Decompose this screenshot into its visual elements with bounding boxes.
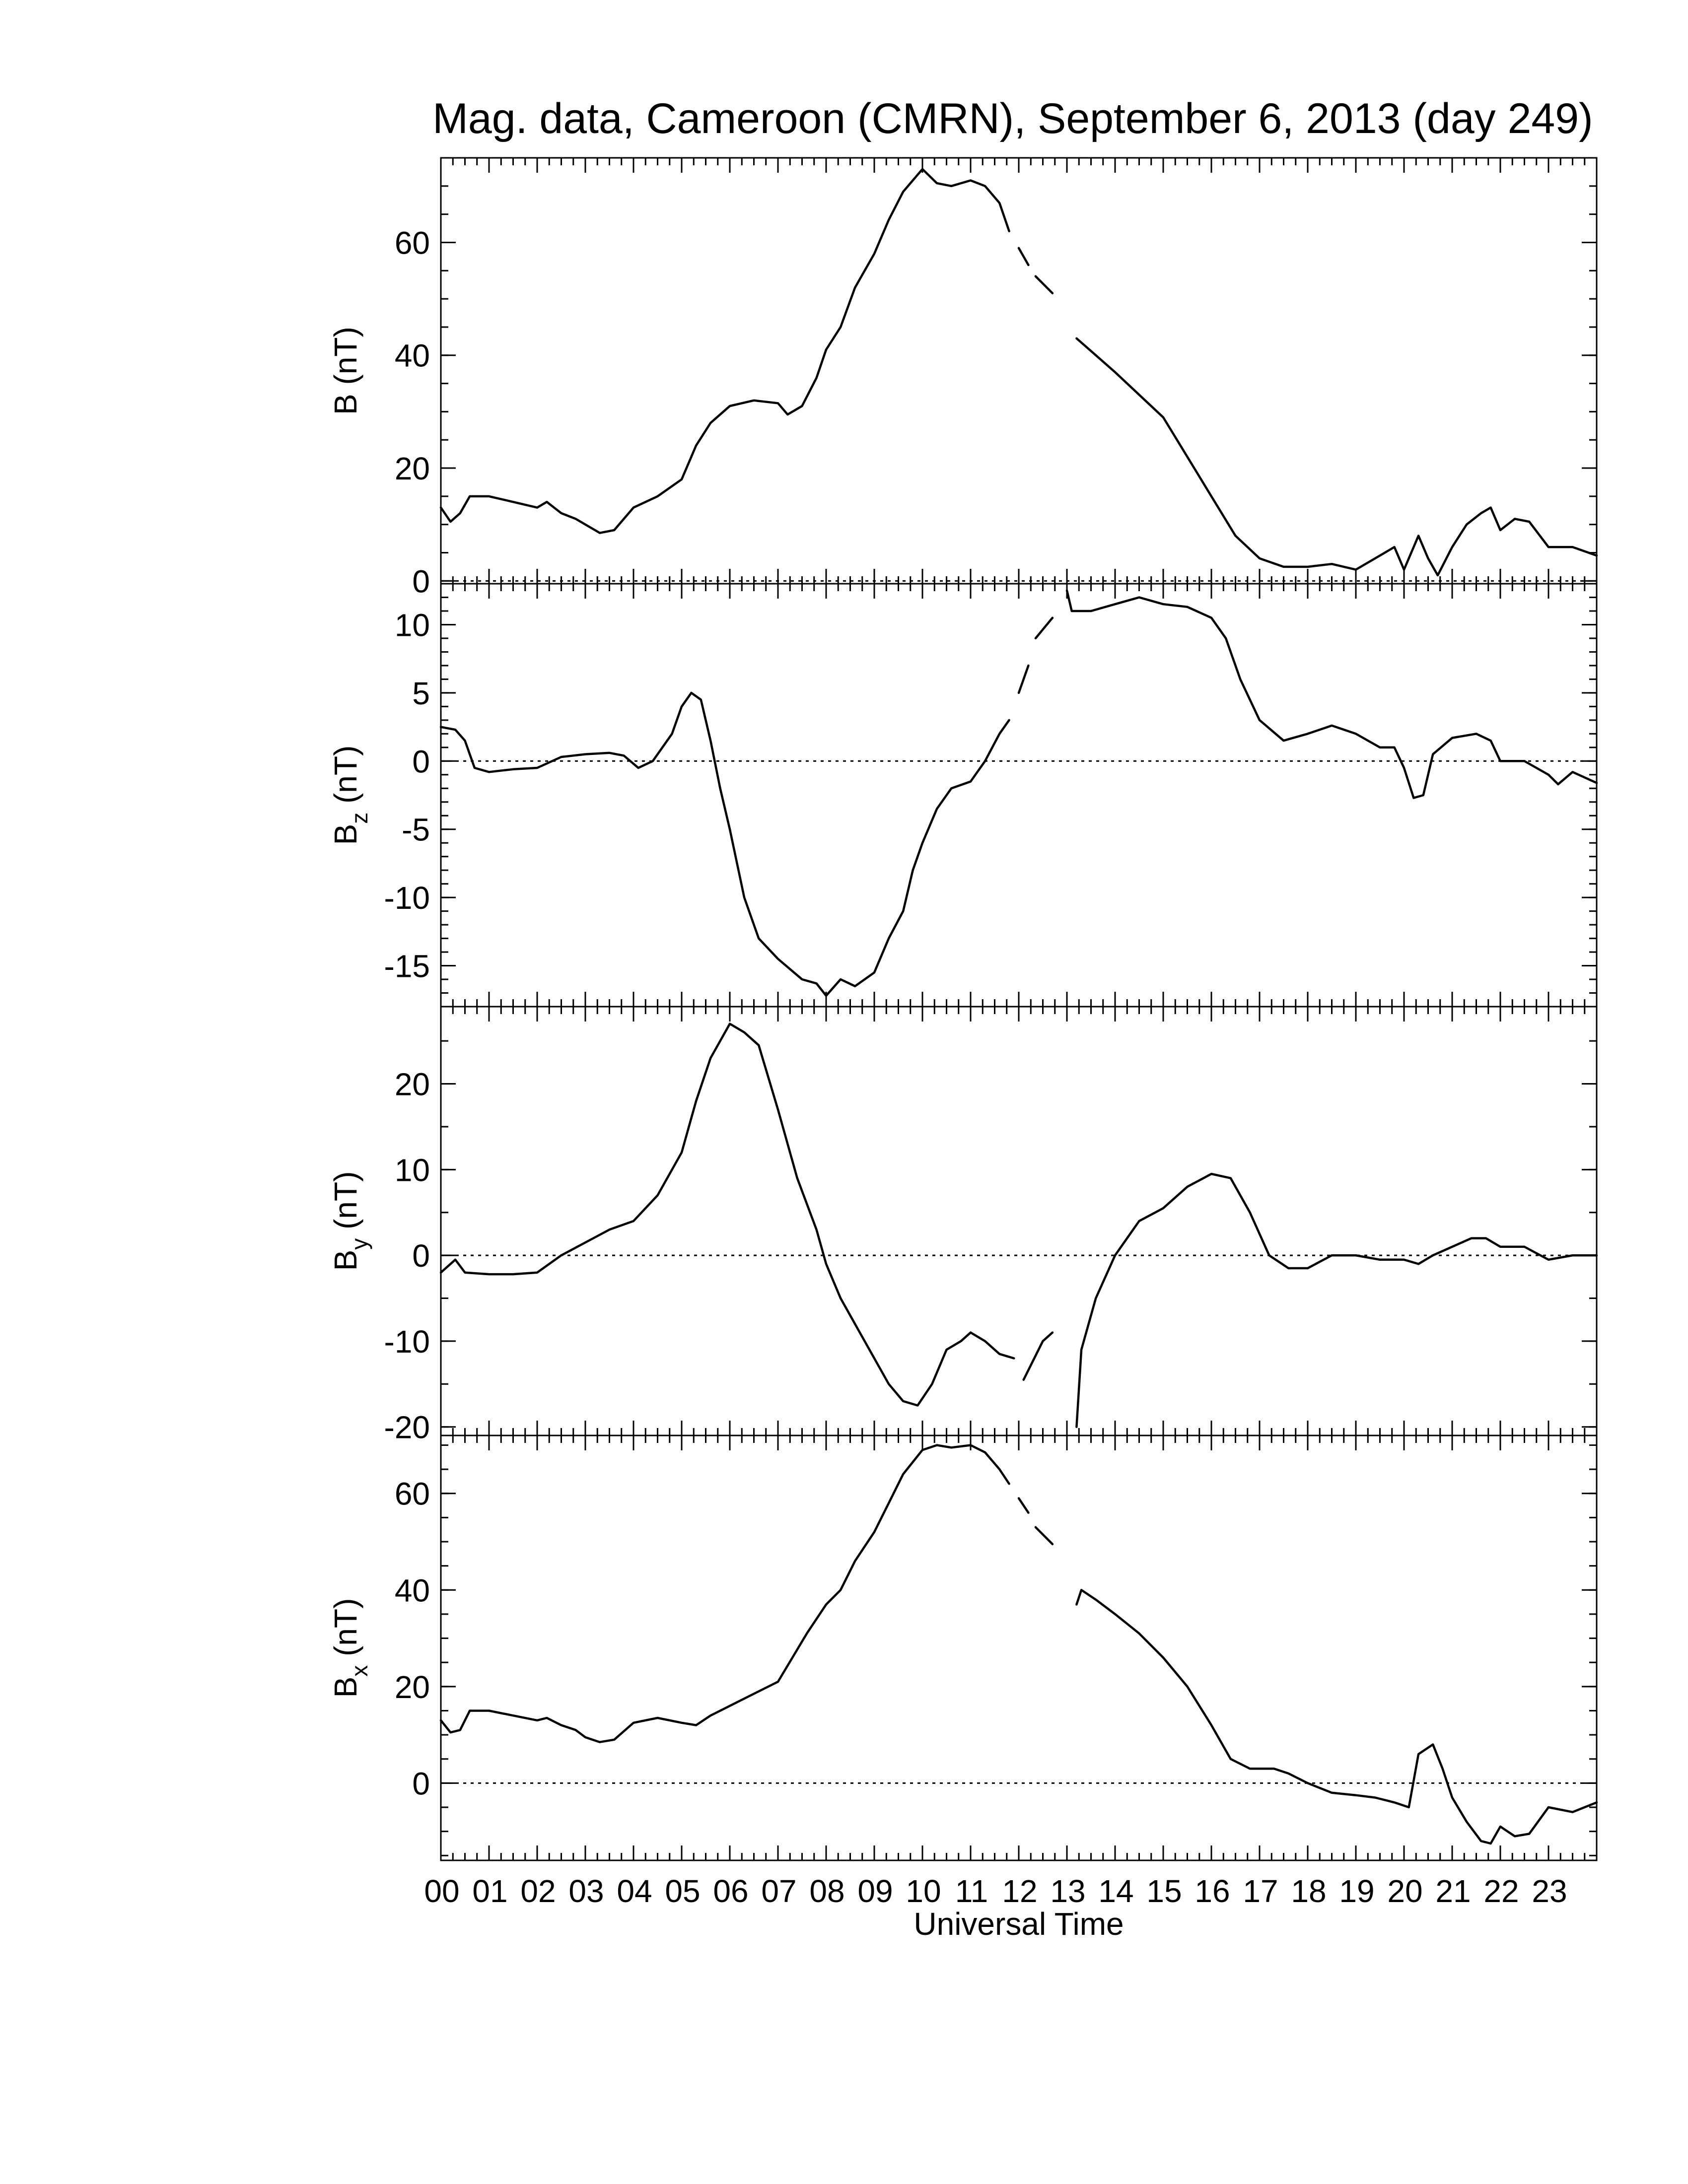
data-trace	[439, 1444, 1010, 1743]
data-trace	[1075, 1172, 1598, 1428]
x-tick-label: 03	[568, 1873, 604, 1909]
x-tick-label: 11	[955, 1873, 988, 1909]
x-tick-label: 01	[472, 1873, 507, 1909]
y-tick-label: 20	[395, 451, 430, 486]
data-trace	[1034, 275, 1054, 294]
data-trace	[1034, 1526, 1054, 1546]
y-tick-label: 5	[412, 676, 430, 711]
data-trace	[1034, 616, 1054, 640]
y-axis-label: Bz (nT)	[328, 746, 372, 845]
x-tick-label: 08	[809, 1873, 844, 1909]
x-tick-label: 02	[520, 1873, 556, 1909]
y-tick-label: 10	[395, 607, 430, 643]
y-tick-label: 0	[412, 1238, 430, 1274]
x-tick-label: 16	[1195, 1873, 1230, 1909]
y-tick-label: -5	[402, 812, 430, 848]
panel-frame	[440, 1434, 1598, 1861]
x-tick-label: 04	[617, 1873, 652, 1909]
y-tick-label: 0	[412, 744, 430, 779]
x-tick-label: 06	[713, 1873, 748, 1909]
x-tick-label: 00	[424, 1873, 459, 1909]
panel-By: -20 -10 0 10 20 By (nT)	[328, 1006, 1598, 1445]
y-tick-label: 40	[395, 1572, 430, 1608]
data-trace	[1075, 1589, 1598, 1845]
x-tick-label: 12	[1002, 1873, 1037, 1909]
x-tick-label: 14	[1098, 1873, 1133, 1909]
x-tick-label: 23	[1532, 1873, 1567, 1909]
y-tick-label: 60	[395, 1476, 430, 1512]
panel-stack: 0 20 40 60 B (nT) -15 -10 -5 0 5 10 Bz (nT) -20 -10 0 1…	[328, 157, 1598, 1861]
data-trace	[1075, 337, 1598, 577]
y-tick-label: 0	[412, 1766, 430, 1801]
x-tick-label: 07	[761, 1873, 796, 1909]
x-tick-label: 05	[665, 1873, 700, 1909]
x-tick-label: 17	[1243, 1873, 1278, 1909]
data-trace	[1022, 1331, 1054, 1381]
data-trace	[439, 1023, 1015, 1407]
y-tick-label: -15	[384, 949, 430, 984]
x-axis-label: Universal Time	[914, 1906, 1124, 1942]
y-tick-label: -10	[384, 880, 430, 916]
x-tick-label: 13	[1050, 1873, 1085, 1909]
y-axis-label: By (nT)	[328, 1171, 372, 1271]
y-tick-label: 0	[412, 563, 430, 599]
x-tick-label: 22	[1483, 1873, 1519, 1909]
y-tick-label: 20	[395, 1067, 430, 1102]
x-tick-label: 09	[857, 1873, 893, 1909]
y-axis-label: B (nT)	[328, 327, 363, 415]
data-trace	[1065, 589, 1598, 799]
panel-Bx: 0 20 40 60 Bx (nT)	[328, 1434, 1598, 1861]
y-axis-label: Bx (nT)	[328, 1598, 372, 1698]
x-tick-label: 15	[1146, 1873, 1182, 1909]
x-tick-label: 20	[1387, 1873, 1422, 1909]
y-tick-label: 40	[395, 338, 430, 374]
y-tick-label: -10	[384, 1324, 430, 1360]
data-trace	[1017, 1497, 1030, 1514]
panel-B: 0 20 40 60 B (nT)	[328, 157, 1598, 599]
data-trace	[439, 168, 1010, 534]
y-tick-label: 20	[395, 1669, 430, 1705]
data-trace	[439, 691, 1010, 997]
data-trace	[1017, 664, 1030, 694]
x-tick-label: 19	[1339, 1873, 1374, 1909]
x-tick-label: 10	[906, 1873, 941, 1909]
x-tick-label: 21	[1435, 1873, 1471, 1909]
y-tick-label: -20	[384, 1410, 430, 1445]
y-tick-label: 10	[395, 1152, 430, 1188]
x-tick-label: 18	[1291, 1873, 1326, 1909]
chart-title: Mag. data, Cameroon (CMRN), September 6,…	[432, 95, 1593, 142]
x-tick-labels: 00 01 02 03 04 05 06 07 08 09 10 11 12 13 14 15 16 17 18 19…	[424, 1873, 1567, 1909]
data-trace	[1017, 247, 1030, 267]
y-tick-label: 60	[395, 225, 430, 261]
